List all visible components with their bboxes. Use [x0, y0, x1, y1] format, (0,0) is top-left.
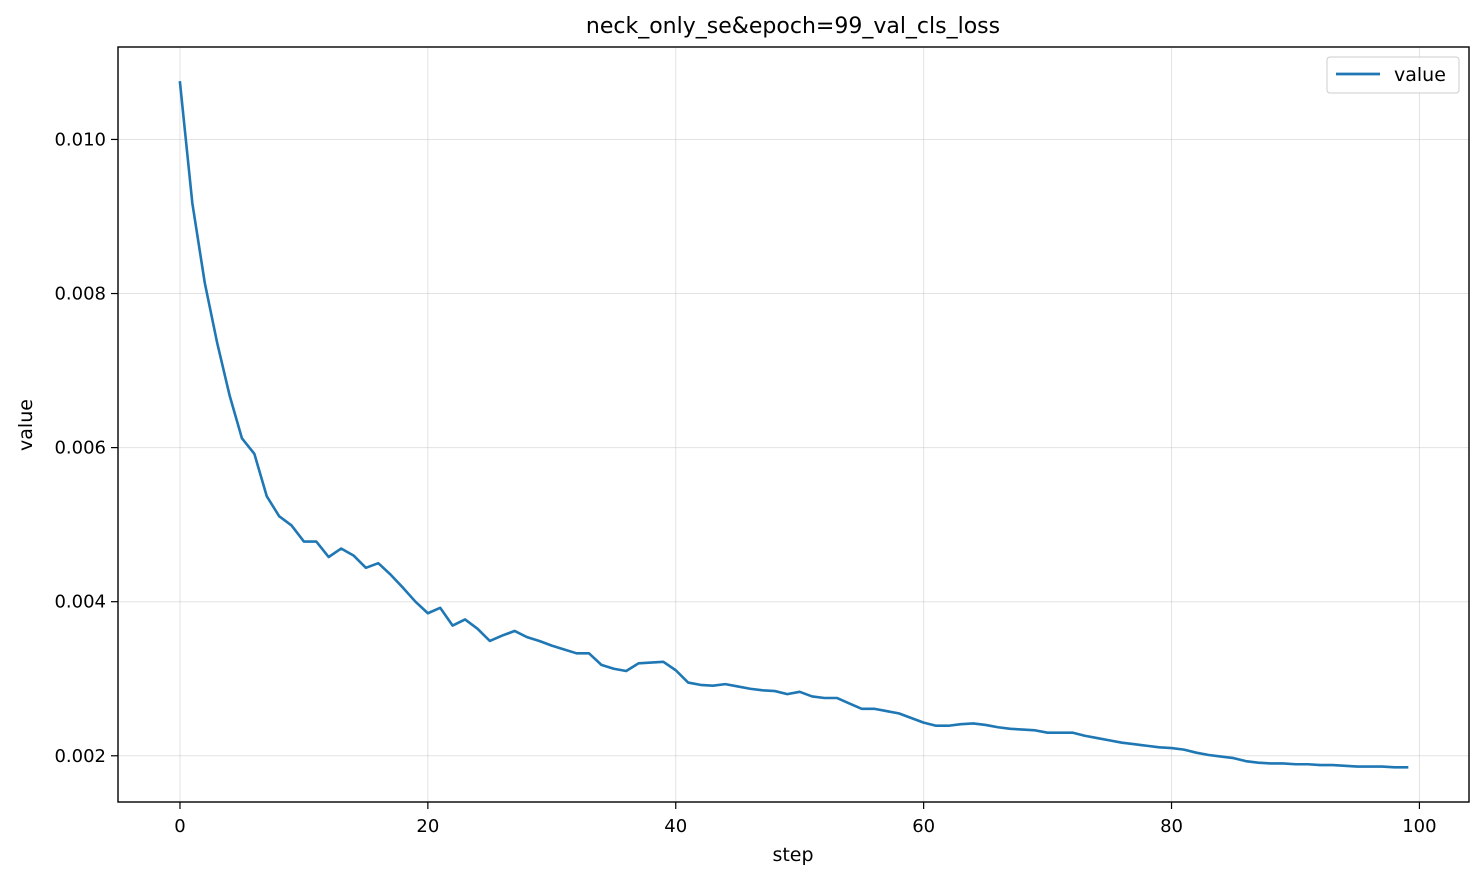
- x-tick-label: 20: [416, 816, 439, 837]
- grid: [118, 47, 1469, 802]
- y-tick-label: 0.008: [54, 284, 106, 305]
- ticks: 0 20 40 60 80 100 0.002 0.004 0.006 0.008 0.010: [54, 129, 1436, 837]
- plot-frame: [117, 46, 1470, 803]
- x-tick-label: 40: [664, 816, 687, 837]
- chart-title: neck_only_se&epoch=99_val_cls_loss: [586, 14, 1000, 39]
- y-axis-label: value: [15, 399, 37, 451]
- legend-label: value: [1394, 64, 1446, 86]
- y-tick-label: 0.010: [54, 129, 106, 150]
- y-tick-label: 0.006: [54, 438, 106, 459]
- legend-box: [1326, 56, 1460, 94]
- y-tick-label: 0.002: [54, 746, 106, 767]
- series-layer: [178, 81, 1409, 769]
- x-axis-label: step: [772, 844, 813, 866]
- x-tick-label: 0: [174, 816, 185, 837]
- y-tick-label: 0.004: [54, 592, 106, 613]
- x-tick-label: 60: [912, 816, 935, 837]
- legend: value: [1326, 56, 1460, 94]
- x-tick-label: 80: [1160, 816, 1183, 837]
- series-line-value: [178, 81, 1409, 769]
- x-tick-label: 100: [1402, 816, 1436, 837]
